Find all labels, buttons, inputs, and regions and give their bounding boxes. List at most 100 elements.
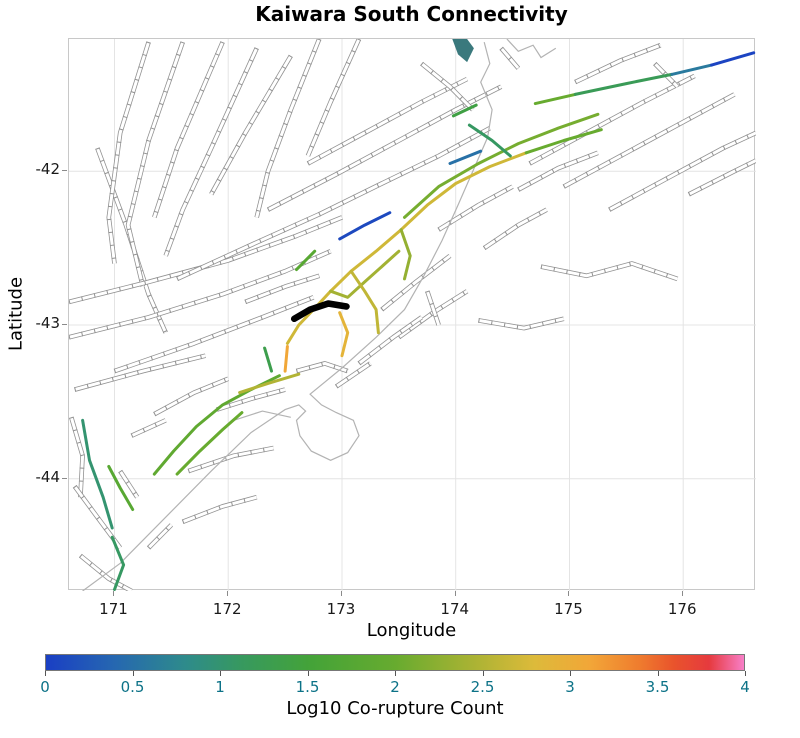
co-rupture-trace (81, 418, 114, 530)
gray-fault-trace (307, 77, 468, 165)
colorbar-tick-label: 2.5 (470, 678, 495, 696)
co-rupture-trace (263, 346, 273, 373)
gray-fault-trace (267, 85, 502, 212)
co-rupture-trace (107, 465, 135, 511)
gray-fault-trace (114, 295, 315, 373)
gray-fault-trace (335, 362, 372, 388)
source-fault-trace (290, 300, 350, 323)
gray-fault-trace (563, 93, 736, 188)
coastline (233, 410, 291, 421)
co-rupture-trace (403, 112, 600, 219)
gray-fault-trace (69, 216, 343, 304)
coastline (506, 39, 557, 59)
co-rupture-trace (110, 535, 126, 591)
co-rupture-trace (295, 249, 317, 272)
page-title: Kaiwara South Connectivity (255, 2, 568, 26)
gray-fault-trace (420, 62, 474, 111)
colorbar-label: Log10 Co-rupture Count (286, 698, 504, 719)
gray-fault-trace (380, 254, 451, 311)
gray-fault-trace (255, 39, 321, 218)
gray-fault-trace (146, 523, 174, 550)
colorbar-tick-label: 1.5 (295, 678, 320, 696)
gray-fault-trace (187, 446, 274, 473)
colorbar-tick-label: 3 (565, 678, 575, 696)
sound-shape (452, 39, 474, 63)
y-tick-label: -42 (35, 160, 61, 179)
colorbar-tick-label: 4 (740, 678, 750, 696)
co-rupture-trace (524, 128, 603, 155)
co-rupture-trace (285, 151, 528, 345)
gray-fault-trace (107, 41, 151, 264)
x-tick-label: 171 (99, 600, 128, 618)
colorbar-tick-mark (395, 671, 396, 676)
co-rupture-trace (670, 63, 714, 76)
co-rupture-trace (238, 372, 301, 395)
plot-area (68, 38, 756, 591)
co-rupture-trace (448, 149, 483, 165)
colorbar-tick-mark (45, 671, 46, 676)
colorbar-tick-mark (745, 671, 746, 676)
co-rupture-trace (329, 249, 401, 299)
co-rupture-trace (283, 345, 289, 373)
colorbar-tick-label: 0.5 (120, 678, 145, 696)
gray-fault-trace (163, 47, 259, 257)
colorbar-tick-mark (570, 671, 571, 676)
x-tick-label: 174 (440, 600, 470, 618)
gray-fault-trace (130, 418, 167, 438)
gray-fault-trace (482, 207, 548, 251)
x-tick-label: 173 (326, 600, 356, 618)
x-tick-mark (340, 591, 342, 596)
co-rupture-trace (399, 228, 412, 281)
co-rupture-trace (338, 211, 392, 241)
gray-fault-trace (244, 274, 320, 304)
co-rupture-trace (175, 411, 244, 476)
gray-fault-trace (125, 41, 185, 288)
x-tick-label: 172 (212, 600, 242, 618)
gray-fault-trace (74, 354, 206, 392)
gray-fault-trace (358, 316, 423, 365)
y-tick-label: -43 (35, 313, 61, 332)
x-tick-mark (113, 591, 115, 596)
colorbar-tick-mark (220, 671, 221, 676)
gray-fault-trace (478, 317, 565, 330)
co-rupture-trace (573, 72, 674, 96)
gray-fault-trace (209, 55, 293, 196)
x-tick-mark (568, 591, 570, 596)
y-axis-label: Latitude (5, 276, 27, 352)
co-rupture-trace (710, 51, 756, 67)
gray-fault-trace (437, 185, 514, 231)
y-tick-mark (62, 170, 67, 172)
gray-fault-trace (688, 159, 756, 196)
gray-fault-trace (608, 131, 756, 212)
gray-fault-trace (118, 470, 139, 499)
gray-fault-trace (540, 261, 679, 282)
co-rupture-trace (349, 269, 380, 335)
gray-fault-trace (540, 262, 678, 281)
x-axis-label: Longitude (366, 620, 457, 641)
colorbar-gradient (45, 654, 745, 671)
gray-fault-trace (296, 361, 349, 373)
colorbar-tick-mark (307, 671, 309, 676)
map-canvas (69, 39, 756, 591)
co-rupture-trace (533, 92, 577, 106)
gray-fault-trace (306, 39, 361, 157)
co-rupture-trace (451, 103, 478, 118)
gray-fault-trace (528, 74, 696, 165)
colorbar-tick-label: 1 (215, 678, 225, 696)
colorbar-tick-label: 2 (390, 678, 400, 696)
y-tick-mark (62, 323, 67, 325)
gray-fault-trace (653, 61, 680, 89)
colorbar-tick-mark (132, 671, 134, 676)
x-tick-mark (227, 591, 229, 596)
gray-fault-trace (147, 523, 173, 549)
y-tick-label: -44 (35, 467, 61, 486)
gray-fault-trace (182, 495, 258, 524)
gray-fault-trace (425, 290, 441, 326)
gray-fault-trace (152, 41, 224, 218)
gray-fault-trace (153, 377, 229, 416)
gray-fault-trace (499, 46, 521, 70)
gray-fault-trace (517, 151, 599, 192)
x-tick-mark (454, 591, 456, 596)
x-tick-label: 175 (554, 600, 583, 618)
colorbar-tick-label: 0 (40, 678, 50, 696)
